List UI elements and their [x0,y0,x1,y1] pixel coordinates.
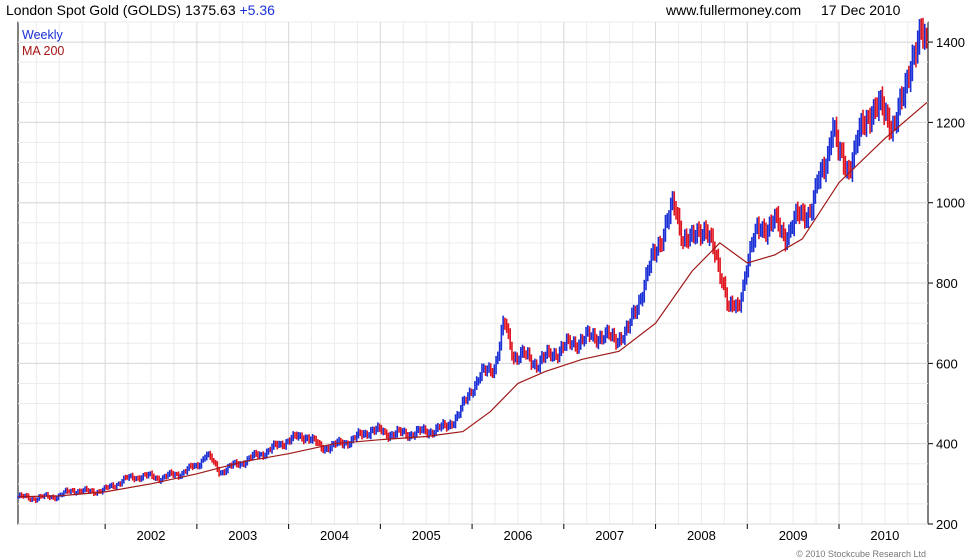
legend-ma-200: MA 200 [22,44,65,58]
y-tick-label: 1400 [936,35,965,50]
chart-source: www.fullermoney.com 17 Dec 2010 [666,2,900,18]
x-tick-label: 2010 [870,528,899,543]
y-tick-label: 400 [936,437,958,452]
y-tick-label: 800 [936,276,958,291]
x-tick-label: 2007 [595,528,624,543]
site-name: www.fullermoney.com [666,2,802,18]
x-tick-label: 2006 [503,528,532,543]
last-price: 1375.63 [185,2,236,18]
x-tick-label: 2009 [779,528,808,543]
y-tick-label: 1200 [936,115,965,130]
instrument-name: London Spot Gold (GOLDS) [6,2,182,18]
x-tick-label: 2003 [228,528,257,543]
legend-weekly: Weekly [22,28,63,42]
y-tick-label: 600 [936,356,958,371]
chart-title: London Spot Gold (GOLDS) 1375.63 +5.36 [6,2,275,18]
price-change: +5.36 [239,2,275,18]
y-axis: 200 400 600 800 1000 1200 1400 [928,35,965,532]
plot-area [17,21,929,525]
chart-date: 17 Dec 2010 [821,2,901,18]
x-tick-label: 2005 [412,528,441,543]
x-tick-label: 2004 [320,528,349,543]
y-tick-label: 200 [936,517,958,532]
copyright-note: © 2010 Stockcube Research Ltd [796,549,926,559]
x-tick-label: 2008 [687,528,716,543]
weekly-bars [17,17,928,504]
ma-200-line [17,101,928,498]
y-tick-label: 1000 [936,196,965,211]
x-axis: 2002 2003 2004 2005 2006 2007 2008 2009 2010 [104,524,899,543]
x-tick-label: 2002 [137,528,166,543]
